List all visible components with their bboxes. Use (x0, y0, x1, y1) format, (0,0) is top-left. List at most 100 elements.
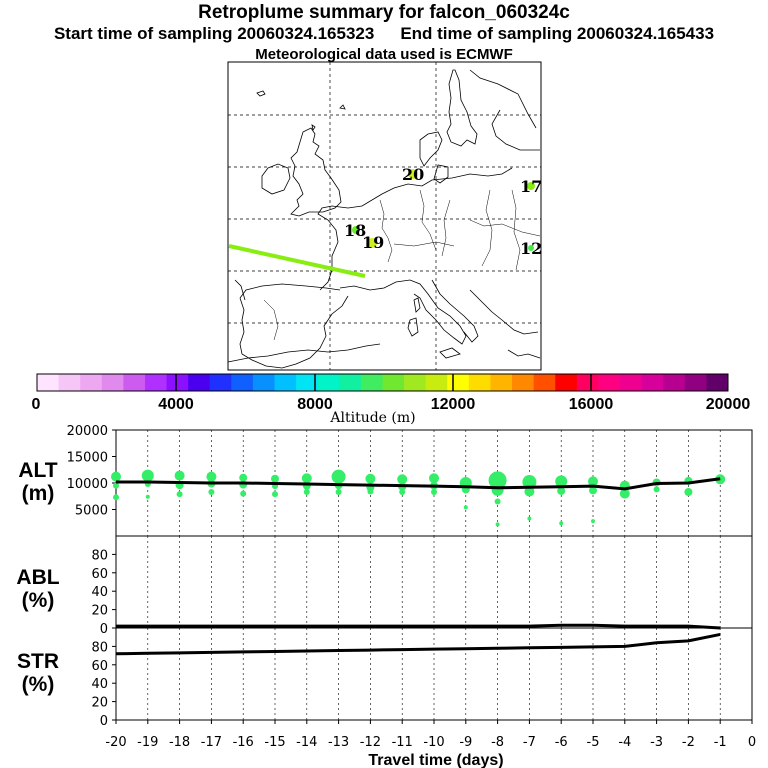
x-tick-label: -14 (296, 735, 317, 750)
x-tick-label: -12 (360, 735, 381, 750)
x-axis-title: Travel time (days) (368, 752, 503, 768)
colorbar-swatch (447, 374, 470, 391)
y-tick-label: 40 (91, 585, 108, 600)
plume-marker-12 (528, 245, 534, 251)
colorbar-tick: 4000 (158, 396, 194, 413)
alt-plume-point (331, 469, 346, 484)
abl-unit-label: (%) (22, 589, 55, 612)
str-label: STR (17, 650, 59, 673)
colorbar-swatch (144, 374, 168, 391)
alt-plume-point (113, 482, 119, 489)
x-tick-label: -1 (714, 735, 727, 750)
plume-labels: 20 17 18 19 12 (344, 165, 542, 258)
alt-plume-point (619, 488, 630, 499)
colorbar-swatch (706, 374, 729, 391)
colorbar-swatch (296, 374, 319, 391)
colorbar-swatch (123, 374, 146, 391)
colorbar-title: Altitude (m) (329, 410, 415, 426)
colorbar-tick: 20000 (706, 396, 751, 413)
colorbar-swatch (555, 374, 578, 391)
alt-plume-point (491, 483, 504, 496)
alt-plume-point (557, 486, 566, 495)
plume-label-19: 19 (362, 233, 384, 252)
x-tick-label: -7 (523, 735, 536, 750)
colorbar-tick: 8000 (297, 396, 333, 413)
map-edge-mask (542, 150, 572, 270)
str-unit-label: (%) (22, 673, 55, 696)
y-tick-label: 80 (91, 640, 108, 655)
colorbar-ticks: 0 4000 8000 12000 16000 20000 (32, 396, 751, 413)
y-tick-label: 20 (91, 604, 108, 619)
alt-plume-point (174, 470, 185, 481)
x-tick-label: -17 (201, 735, 222, 750)
colorbar-swatch (404, 374, 427, 391)
alt-plume-point (589, 486, 597, 495)
y-tick-label: 0 (100, 622, 108, 637)
alt-plume-point (463, 505, 468, 510)
alt-plume-point (591, 519, 595, 524)
abl-label: ABL (16, 566, 59, 589)
alt-plume-point (559, 521, 564, 526)
alt-plume-point (301, 473, 312, 484)
alt-plume-point (208, 489, 215, 496)
colorbar-swatch (533, 374, 556, 391)
alt-plume-point (495, 522, 500, 527)
str-panel: 80 60 40 20 0 (91, 628, 721, 729)
plume-label-18: 18 (344, 221, 366, 240)
alt-plume-point (365, 473, 376, 484)
end-time-label: End time of sampling 20060324.165433 (400, 24, 715, 43)
alt-median-line (116, 477, 721, 491)
alt-plume-point (522, 474, 537, 489)
x-tick-label: -20 (105, 735, 126, 750)
colorbar-swatch (490, 374, 513, 391)
colorbar-swatch (576, 374, 599, 391)
x-tick-label: -8 (491, 735, 504, 750)
x-tick-label: -11 (392, 735, 413, 750)
colorbar-frame (36, 373, 729, 392)
alt-plume-point (588, 476, 598, 487)
colorbar-swatch (101, 374, 124, 391)
map-panel: 20 17 18 19 12 (227, 61, 572, 371)
alt-plume-point (303, 489, 310, 496)
plume-marker-17 (527, 182, 535, 190)
x-tick-label: -5 (587, 735, 600, 750)
plume-label-17: 17 (520, 177, 542, 196)
panel-labels: ALT (m) ABL (%) STR (%) (16, 459, 59, 696)
colorbar-swatch (58, 374, 81, 391)
alt-plume-point (111, 471, 121, 482)
colorbar-swatch (598, 374, 621, 391)
alt-panel: 20000 15000 10000 5000 (67, 424, 726, 536)
colorbar-swatch (425, 374, 448, 391)
colorbar-tick: 12000 (431, 396, 476, 413)
y-tick-label: 40 (91, 677, 108, 692)
plume-marker-19 (367, 238, 377, 248)
alt-plume-point (335, 489, 342, 496)
x-tick-label: -4 (618, 735, 631, 750)
x-tick-label: -9 (459, 735, 472, 750)
alt-plume-point (555, 475, 568, 488)
alt-unit-label: (m) (22, 482, 55, 505)
colorbar-tick: 16000 (569, 396, 614, 413)
alt-plume-point (653, 486, 660, 493)
colorbar-swatch (166, 374, 189, 391)
colorbar-swatch (339, 374, 362, 391)
x-tick-label: -3 (650, 735, 663, 750)
colorbar-swatch (468, 374, 491, 391)
colorbar-swatch (512, 374, 535, 391)
alt-label: ALT (18, 459, 57, 482)
abl-panel: 80 60 40 20 0 (91, 536, 721, 637)
y-tick-label: 60 (91, 659, 108, 674)
colorbar-swatch (317, 374, 340, 391)
x-tick-label: -15 (264, 735, 285, 750)
colorbar-swatch (252, 374, 276, 391)
x-tick-label: -13 (328, 735, 349, 750)
y-tick-label: 5000 (75, 504, 108, 519)
y-tick-label: 20 (91, 696, 108, 711)
alt-plume-point (145, 494, 150, 499)
plume-marker-20 (408, 169, 418, 179)
plume-markers (352, 169, 535, 251)
chart-title: Retroplume summary for falcon_060324c (198, 2, 570, 23)
x-tick-label: -6 (555, 735, 568, 750)
x-tick-label: -16 (233, 735, 254, 750)
